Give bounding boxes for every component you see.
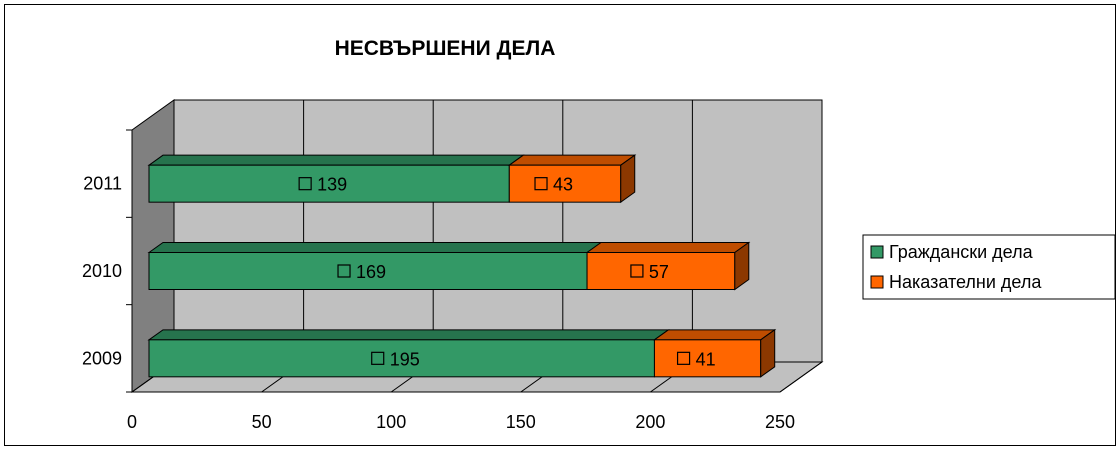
bar-top [147, 242, 603, 253]
data-label: 169 [337, 262, 386, 282]
bar [148, 252, 588, 290]
data-label-value: 139 [317, 175, 347, 195]
data-label-marker [337, 264, 351, 278]
bar [508, 164, 622, 203]
data-label: 195 [371, 349, 420, 369]
legend-box [862, 234, 1116, 300]
data-label: 139 [298, 175, 347, 195]
data-label-value: 57 [649, 262, 669, 282]
data-label-marker [676, 351, 691, 365]
legend-swatch [870, 275, 884, 289]
x-tick-label: 100 [376, 412, 406, 432]
y-tick-label: 2009 [82, 348, 122, 368]
bar-side [734, 241, 750, 291]
data-label-value: 41 [696, 349, 716, 369]
bar-chart: НЕСВЪРШЕНИ ДЕЛА 0 50 100 150 200 250 2009 195 41… [82, 37, 1116, 432]
bar-side [760, 328, 776, 378]
x-tick-label: 0 [127, 412, 137, 432]
bar [653, 339, 762, 378]
y-tick-label: 2010 [82, 261, 122, 281]
bar-top [147, 329, 671, 341]
data-label-value: 195 [390, 349, 420, 369]
bar-top [507, 154, 637, 166]
data-label: 43 [534, 175, 573, 195]
bar-top [652, 329, 777, 341]
bar-top [585, 242, 751, 253]
bar-side [620, 154, 636, 204]
data-label-value: 169 [356, 262, 386, 282]
legend-label: Наказателни дела [889, 272, 1042, 292]
floor-gridline [779, 361, 823, 393]
chart-title: НЕСВЪРШЕНИ ДЕЛА [335, 37, 556, 60]
data-label-marker [630, 264, 644, 278]
legend-label: Граждански дела [889, 242, 1034, 262]
data-label-marker [534, 177, 548, 191]
data-label-marker [371, 351, 385, 365]
x-tick-label: 150 [506, 412, 536, 432]
x-tick-label: 250 [765, 412, 795, 432]
bar-top [147, 154, 525, 166]
data-label-value: 43 [553, 175, 573, 195]
bar [148, 164, 510, 203]
legend-swatch [870, 245, 884, 259]
back-wall [173, 99, 823, 363]
data-label: 57 [630, 262, 669, 282]
x-tick-label: 200 [635, 412, 665, 432]
data-label: 41 [676, 349, 716, 369]
data-label-marker [298, 177, 312, 191]
y-tick-label: 2011 [83, 174, 122, 194]
chart-frame: НЕСВЪРШЕНИ ДЕЛА 0 50 100 150 200 250 2009 195 41… [4, 4, 1116, 446]
bar [148, 339, 655, 378]
x-tick-label: 50 [252, 412, 272, 432]
